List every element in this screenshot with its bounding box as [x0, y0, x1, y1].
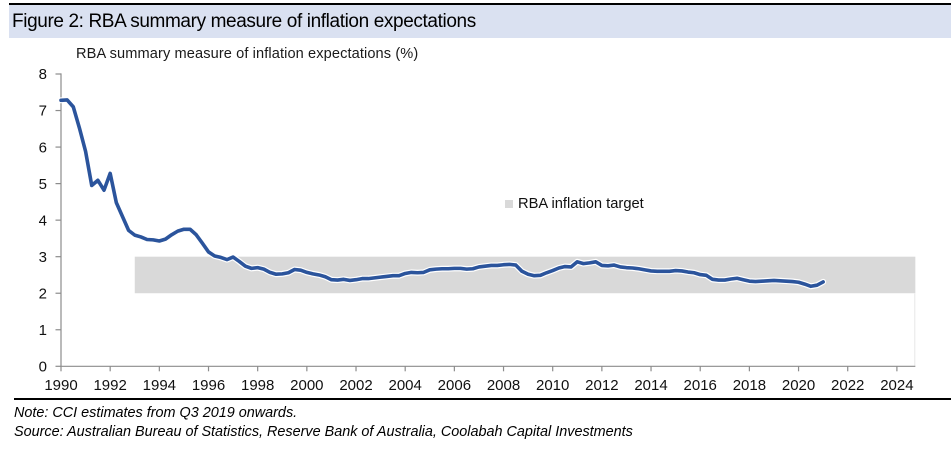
x-tick-label: 2022: [831, 377, 864, 394]
x-tick-label: 2008: [487, 377, 520, 394]
x-tick-label: 1990: [44, 377, 77, 394]
x-tick-label: 2016: [684, 377, 717, 394]
x-tick-label: 2000: [290, 377, 323, 394]
y-tick-label: 5: [39, 176, 47, 193]
y-tick-label: 1: [39, 322, 47, 339]
series-line: [59, 98, 825, 289]
x-tick-label: 2014: [634, 377, 667, 394]
y-tick-label: 8: [39, 66, 47, 83]
figure-title-bar: Figure 2: RBA summary measure of inflati…: [9, 5, 951, 38]
figure-source: Source: Australian Bureau of Statistics,…: [14, 424, 633, 440]
y-tick-label: 0: [39, 359, 47, 376]
chart-legend: RBA inflation target: [505, 196, 644, 212]
chart-title: RBA summary measure of inflation expecta…: [76, 46, 419, 62]
figure-top-border: [9, 3, 951, 5]
y-axis-ticks: 0 1 2 3 4 5 6 7 8: [39, 66, 61, 376]
figure-title: Figure 2: RBA summary measure of inflati…: [12, 10, 476, 32]
legend-band-swatch-icon: [505, 200, 513, 208]
figure-note: Note: CCI estimates from Q3 2019 onwards…: [14, 405, 298, 421]
x-tick-label: 2024: [880, 377, 913, 394]
legend-band-label: RBA inflation target: [518, 196, 644, 212]
x-tick-label: 2020: [782, 377, 815, 394]
x-tick-label: 1996: [192, 377, 225, 394]
y-tick-label: 7: [39, 103, 47, 120]
x-tick-label: 2006: [438, 377, 471, 394]
figure-bottom-border: [14, 398, 951, 400]
x-tick-label: 1994: [143, 377, 176, 394]
x-axis-ticks: 1990 1992 1994 1996 1998 2000 2002 2004 2006 2008…: [44, 366, 914, 394]
x-tick-label: 1992: [93, 377, 126, 394]
y-tick-label: 6: [39, 139, 47, 156]
x-tick-label: 2004: [389, 377, 422, 394]
x-tick-label: 2012: [585, 377, 618, 394]
x-tick-label: 1998: [241, 377, 274, 394]
y-tick-label: 4: [39, 212, 47, 229]
y-tick-label: 2: [39, 285, 47, 302]
x-tick-label: 2002: [339, 377, 372, 394]
y-tick-label: 3: [39, 249, 47, 266]
x-tick-label: 2018: [733, 377, 766, 394]
x-tick-label: 2010: [536, 377, 569, 394]
